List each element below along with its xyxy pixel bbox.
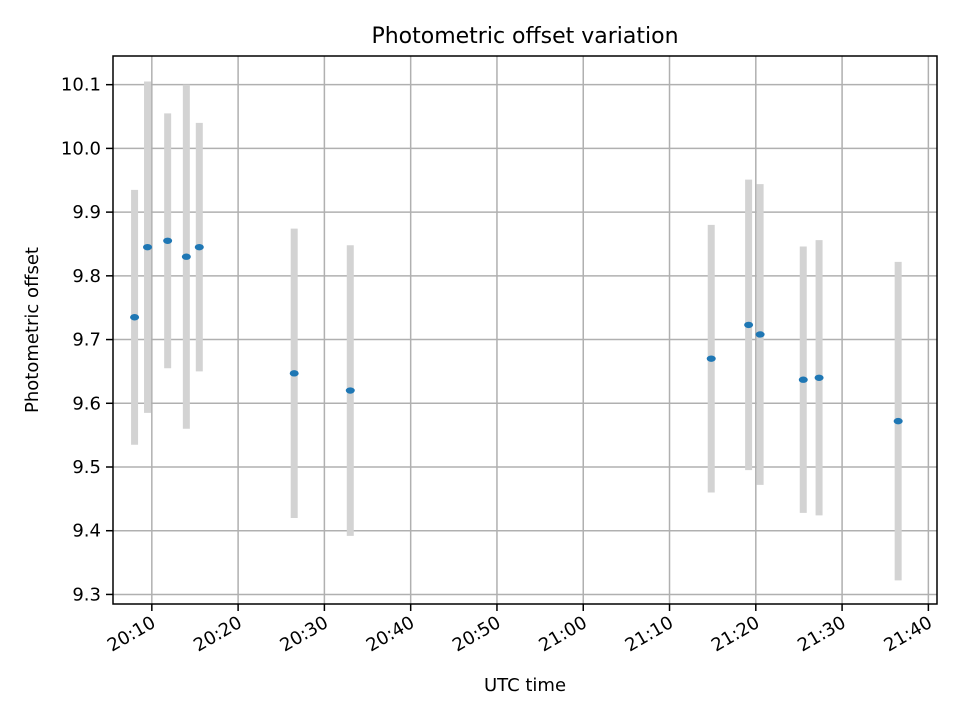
y-tick-label: 9.6 — [72, 393, 101, 414]
y-axis-ticks: 9.3 9.4 9.5 9.6 9.7 9.8 9.9 10.0 10.1 — [61, 75, 113, 605]
plot-frame — [112, 55, 938, 605]
data-point — [143, 243, 153, 251]
data-point — [706, 355, 716, 362]
y-tick-label: 9.8 — [72, 266, 101, 287]
data-point — [744, 321, 754, 329]
data-point — [755, 331, 765, 338]
y-tick-label: 9.4 — [72, 521, 101, 542]
y-axis-label: Photometric offset — [22, 247, 43, 413]
y-tick-label: 9.5 — [72, 457, 101, 478]
data-point — [130, 314, 140, 321]
data-point — [345, 387, 355, 394]
data-point — [181, 253, 191, 260]
data-point — [163, 237, 173, 244]
data-point — [798, 376, 808, 383]
data-point — [289, 370, 299, 377]
y-tick-label: 10.1 — [61, 75, 101, 96]
y-tick-label: 10.0 — [61, 138, 101, 159]
grid — [113, 56, 937, 604]
chart-title: Photometric offset variation — [371, 24, 678, 49]
data-point — [893, 417, 903, 425]
x-axis-label: UTC time — [484, 675, 566, 696]
data-points — [130, 237, 903, 425]
y-tick-label: 9.9 — [72, 202, 101, 223]
data-point — [814, 374, 824, 381]
y-tick-label: 9.3 — [72, 584, 101, 605]
data-point — [194, 243, 204, 251]
y-tick-label: 9.7 — [72, 330, 101, 351]
